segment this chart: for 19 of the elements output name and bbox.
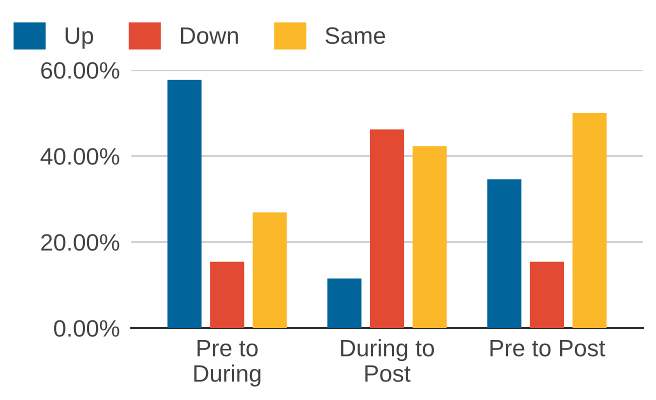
bar bbox=[412, 146, 447, 328]
bar bbox=[487, 179, 522, 328]
bar bbox=[370, 129, 404, 328]
bar bbox=[167, 80, 202, 328]
x-tick-label: Pre to During bbox=[194, 340, 260, 387]
legend-label: Up bbox=[66, 28, 94, 49]
y-tick-label: 60.00% bbox=[41, 62, 120, 79]
y-tick-label: 40.00% bbox=[40, 148, 120, 165]
x-tick-label: Pre to Post bbox=[490, 340, 606, 356]
y-tick-label: 0.00% bbox=[54, 320, 120, 337]
bar bbox=[210, 262, 244, 328]
y-tick-label: 20.00% bbox=[41, 234, 120, 251]
legend-label: Same bbox=[326, 27, 386, 44]
bar bbox=[252, 212, 287, 328]
x-tick-label: During to Post bbox=[341, 339, 434, 382]
bar bbox=[572, 113, 607, 328]
bar bbox=[327, 278, 362, 328]
legend-label: Down bbox=[181, 28, 238, 44]
bar bbox=[530, 262, 564, 328]
